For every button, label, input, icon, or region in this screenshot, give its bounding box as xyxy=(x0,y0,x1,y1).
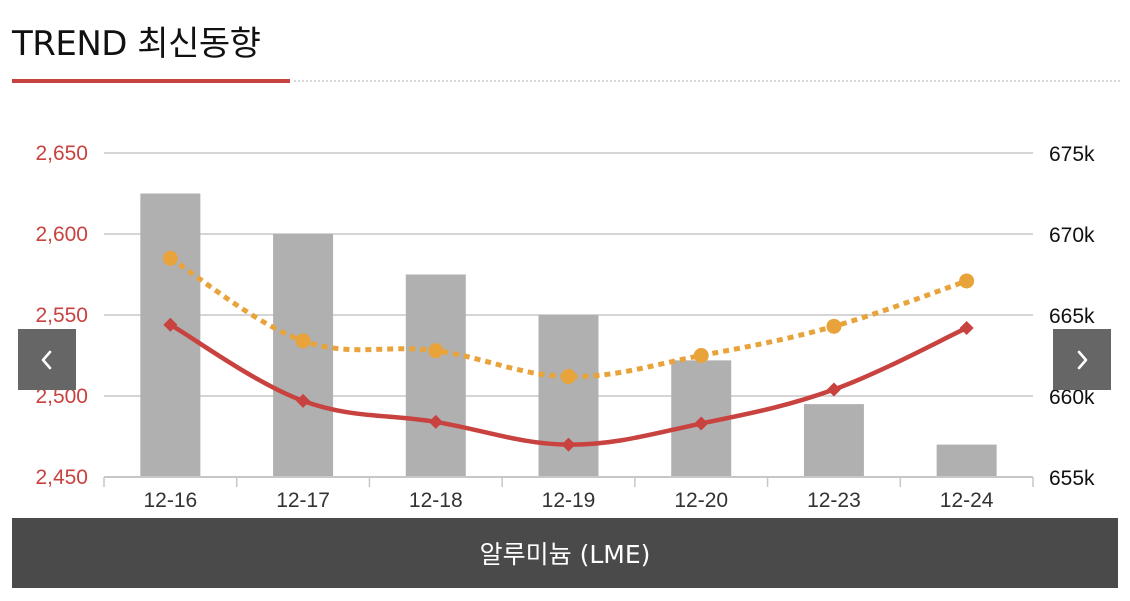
data-point xyxy=(959,273,975,289)
y-left-tick-label: 2,500 xyxy=(35,385,88,408)
x-tick-label: 12-16 xyxy=(143,489,197,512)
next-slide-button[interactable] xyxy=(1053,329,1111,390)
prev-slide-button[interactable] xyxy=(18,329,76,390)
data-point xyxy=(295,333,311,349)
data-point xyxy=(428,414,443,429)
data-point xyxy=(296,393,311,408)
data-point xyxy=(694,416,709,431)
data-point xyxy=(826,382,841,397)
y-right-tick-label: 660k xyxy=(1049,386,1095,409)
y-axis-left: 2,650 2,600 2,550 2,500 2,450 xyxy=(35,142,88,489)
chart-caption-bar[interactable]: 알루미늄 (LME) xyxy=(12,518,1118,588)
bar xyxy=(273,234,334,477)
bar xyxy=(936,444,997,477)
bar-series xyxy=(140,193,997,477)
x-tick-label: 12-20 xyxy=(674,489,728,512)
dotted-line-series xyxy=(162,250,975,385)
y-right-tick-label: 675k xyxy=(1049,143,1095,166)
data-point xyxy=(162,250,178,266)
bar xyxy=(405,274,466,477)
chevron-left-icon xyxy=(37,348,57,372)
x-tick-label: 12-24 xyxy=(940,489,994,512)
x-tick-label: 12-17 xyxy=(276,489,330,512)
solid-line-series xyxy=(163,317,974,452)
chart-caption: 알루미늄 (LME) xyxy=(479,540,651,569)
data-point xyxy=(693,348,709,363)
y-left-tick-label: 2,600 xyxy=(35,223,88,246)
title-underline xyxy=(12,79,290,83)
data-point xyxy=(561,437,576,452)
x-tick-label: 12-23 xyxy=(807,489,861,512)
y-right-tick-label: 670k xyxy=(1049,224,1095,247)
x-tick-label: 12-18 xyxy=(409,489,463,512)
page-title: TREND 최신동향 xyxy=(12,24,261,64)
data-point xyxy=(561,369,576,385)
y-right-tick-label: 665k xyxy=(1049,305,1095,328)
y-left-tick-label: 2,650 xyxy=(35,142,88,165)
x-axis: 12-16 12-17 12-18 12-19 12-20 12-23 12-24 xyxy=(103,476,1034,512)
y-axis-right: 675k 670k 665k 660k 655k xyxy=(1049,143,1095,490)
bar xyxy=(803,404,864,477)
bar xyxy=(538,315,599,477)
y-left-tick-label: 2,550 xyxy=(35,304,88,327)
section-header: TREND 최신동향 xyxy=(12,18,1120,84)
data-point xyxy=(959,320,974,335)
y-left-tick-label: 2,450 xyxy=(35,466,88,489)
data-point xyxy=(163,317,178,332)
data-point xyxy=(826,318,842,334)
chevron-right-icon xyxy=(1072,348,1092,372)
data-point xyxy=(428,343,444,359)
y-right-tick-label: 655k xyxy=(1049,467,1095,490)
x-tick-label: 12-19 xyxy=(542,489,596,512)
trend-chart: 2,650 2,600 2,550 2,500 2,450 675k 670k 665k 660… xyxy=(35,142,1095,512)
header-divider xyxy=(294,80,1120,82)
